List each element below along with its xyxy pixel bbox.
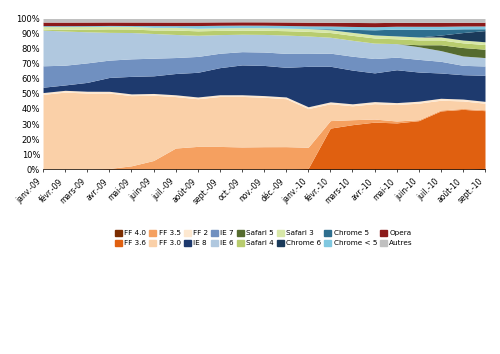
Legend: FF 4.0, FF 3.6, FF 3.5, FF 3.0, FF 2, IE 8, IE 7, IE 6, Safari 5, Safari 4, Safa: FF 4.0, FF 3.6, FF 3.5, FF 3.0, FF 2, IE… — [112, 227, 416, 249]
